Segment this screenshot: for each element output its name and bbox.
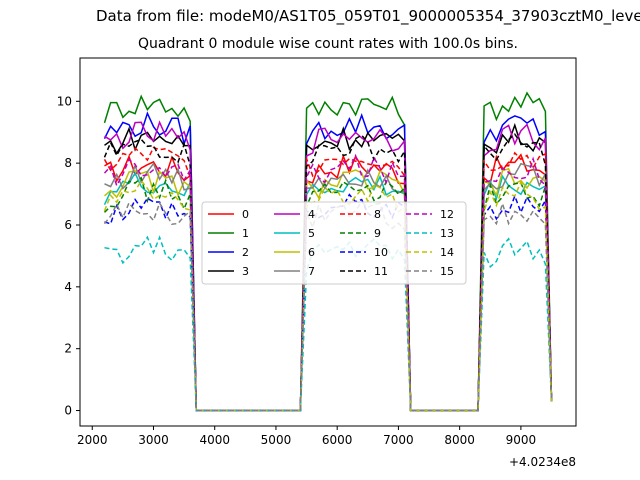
legend-label-1: 1	[242, 227, 249, 240]
legend-label-7: 7	[308, 265, 315, 278]
legend-label-10: 10	[374, 246, 388, 259]
x-tick-label: 7000	[383, 433, 414, 447]
y-tick-label: 8	[64, 156, 72, 170]
series-line-9	[103, 176, 553, 412]
y-tick-label: 2	[64, 342, 72, 356]
x-axis: 2000 3000 4000 5000 6000 7000 8000 9000	[77, 426, 536, 447]
legend-label-9: 9	[374, 227, 381, 240]
x-tick-label: 6000	[322, 433, 353, 447]
y-tick-label: 4	[64, 280, 72, 294]
x-offset-label: +4.0234e8	[509, 455, 576, 469]
series-line-7	[104, 162, 553, 412]
legend-label-3: 3	[242, 265, 249, 278]
y-tick-label: 0	[64, 404, 72, 418]
plot-frame	[79, 57, 577, 427]
series-line-14	[103, 179, 553, 412]
legend-label-8: 8	[374, 208, 381, 221]
legend-label-5: 5	[308, 227, 315, 240]
chart-title: Quadrant 0 module wise count rates with …	[138, 36, 518, 52]
x-tick-label: 4000	[199, 433, 230, 447]
x-tick-label: 2000	[77, 433, 108, 447]
x-tick-label: 9000	[506, 433, 537, 447]
y-axis: 0 2 4 6 8 10	[57, 94, 80, 418]
figure-suptitle: Data from file: modeM0/AS1T05_059T01_900…	[96, 7, 640, 25]
legend-box	[201, 201, 467, 285]
legend-label-15: 15	[440, 265, 454, 278]
legend-label-2: 2	[242, 246, 249, 259]
legend-label-14: 14	[440, 246, 454, 259]
y-tick-label: 10	[57, 94, 72, 108]
legend-label-0: 0	[242, 208, 249, 221]
x-tick-label: 5000	[261, 433, 292, 447]
x-tick-label: 3000	[138, 433, 169, 447]
legend-label-12: 12	[440, 208, 454, 221]
legend-label-6: 6	[308, 246, 315, 259]
legend-label-11: 11	[374, 265, 388, 278]
y-tick-label: 6	[64, 218, 72, 232]
legend-label-4: 4	[308, 208, 315, 221]
x-tick-label: 8000	[444, 433, 475, 447]
legend-label-13: 13	[440, 227, 454, 240]
